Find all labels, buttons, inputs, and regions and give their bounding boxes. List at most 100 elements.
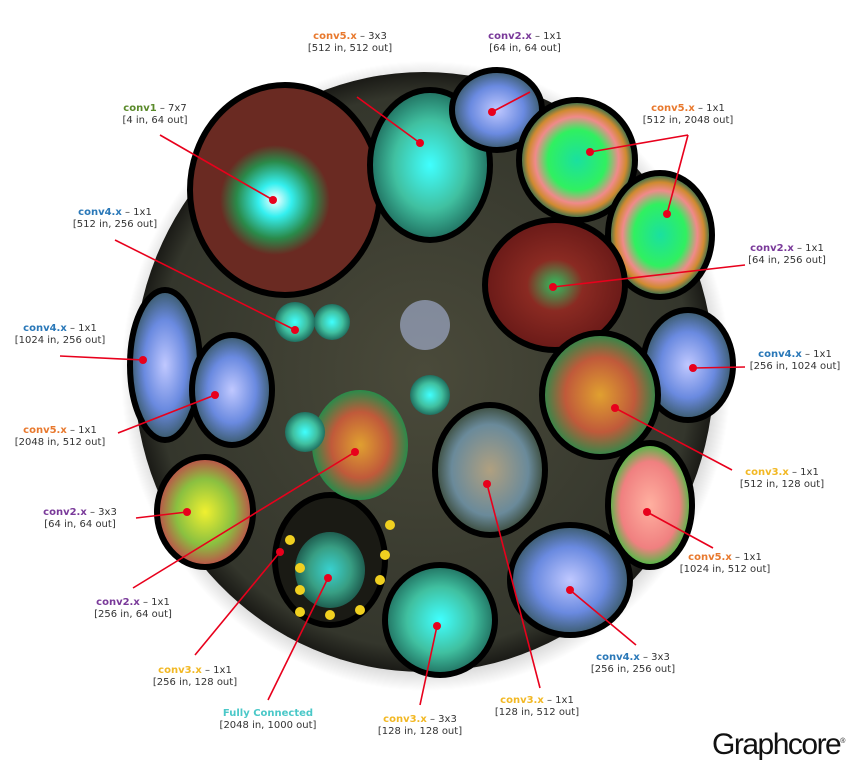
conv2-3x3-block: [154, 454, 256, 570]
layer-name: conv5.x: [23, 425, 67, 436]
kernel-size: 3x3: [438, 714, 457, 725]
channel-spec: [512 in, 128 out]: [739, 479, 825, 490]
layer-name: conv2.x: [750, 243, 794, 254]
separator: –: [793, 243, 806, 254]
channel-spec: [512 in, 256 out]: [72, 219, 158, 230]
kernel-size: 1x1: [78, 425, 97, 436]
kernel-size: 1x1: [213, 665, 232, 676]
layer-name: conv4.x: [596, 652, 640, 663]
layer-name: conv4.x: [758, 349, 802, 360]
kernel-size: 1x1: [706, 103, 725, 114]
channel-spec: [2048 in, 512 out]: [14, 437, 106, 448]
layer-name: conv3.x: [383, 714, 427, 725]
separator: –: [426, 714, 439, 725]
separator: –: [639, 652, 652, 663]
kernel-size: 3x3: [368, 31, 387, 42]
pointer-lines: [59, 91, 746, 706]
label-conv3-1x1-256-128: conv3.x – 1x1 [256 in, 128 out]: [153, 665, 237, 689]
channel-spec: [1024 in, 256 out]: [14, 335, 106, 346]
layer-name: Fully Connected: [222, 708, 314, 719]
layer-name: conv1: [123, 103, 157, 114]
separator: –: [788, 467, 801, 478]
separator: –: [156, 103, 169, 114]
layer-name: conv2.x: [488, 31, 532, 42]
kernel-size: 1x1: [813, 349, 832, 360]
label-conv2-1x1-64-64: conv2.x – 1x1 [64 in, 64 out]: [488, 31, 562, 55]
channel-spec: [512 in, 2048 out]: [642, 115, 734, 126]
channel-spec: [64 in, 64 out]: [44, 519, 116, 530]
conv4-512-256-block: [275, 302, 315, 342]
separator: –: [531, 31, 544, 42]
channel-spec: [2048 in, 1000 out]: [219, 720, 317, 731]
graphcore-logo: Graphcore®: [712, 728, 845, 762]
logo-text: Graphcore: [712, 728, 842, 761]
separator: –: [356, 31, 369, 42]
channel-spec: [256 in, 256 out]: [590, 664, 676, 675]
layer-name: conv3.x: [745, 467, 789, 478]
layer-name: conv2.x: [43, 507, 87, 518]
label-conv5-3x3: conv5.x – 3x3 [512 in, 512 out]: [308, 31, 392, 55]
layer-name: conv3.x: [500, 695, 544, 706]
conv3-512-128-block: [539, 330, 661, 460]
kernel-size: 1x1: [78, 323, 97, 334]
conv4-3x3-block: [507, 522, 633, 638]
layer-name: conv4.x: [78, 207, 122, 218]
channel-spec: [256 in, 128 out]: [152, 677, 238, 688]
channel-spec: [1024 in, 512 out]: [679, 564, 771, 575]
channel-spec: [256 in, 1024 out]: [749, 361, 841, 372]
separator: –: [543, 695, 556, 706]
separator: –: [66, 323, 79, 334]
layer-name: conv5.x: [688, 552, 732, 563]
kernel-size: 1x1: [151, 597, 170, 608]
conv4-1024-256-block: [127, 287, 203, 443]
label-conv3-1x1-128-512: conv3.x – 1x1 [128 in, 512 out]: [495, 695, 579, 719]
kernel-size: 7x7: [168, 103, 187, 114]
separator: –: [201, 665, 214, 676]
label-conv2-1x1-64-256: conv2.x – 1x1 [64 in, 256 out]: [748, 243, 826, 267]
layer-name: conv5.x: [313, 31, 357, 42]
separator: –: [86, 507, 99, 518]
conv5-1024-512-block: [605, 440, 695, 570]
kernel-size: 3x3: [651, 652, 670, 663]
conv2-256-64-block: [312, 390, 408, 500]
separator: –: [801, 349, 814, 360]
conv5-1x1-block-b: [605, 170, 715, 300]
separator: –: [139, 597, 152, 608]
kernel-size: 1x1: [800, 467, 819, 478]
conv5-2048-512-block: [189, 332, 275, 448]
label-conv5-1x1-2048-512: conv5.x – 1x1 [2048 in, 512 out]: [15, 425, 106, 449]
kernel-size: 1x1: [805, 243, 824, 254]
label-conv2-1x1-256-64: conv2.x – 1x1 [256 in, 64 out]: [94, 597, 172, 621]
separator: –: [731, 552, 744, 563]
label-conv3-3x3: conv3.x – 3x3 [128 in, 128 out]: [378, 714, 462, 738]
label-conv5-1x1-512-2048: conv5.x – 1x1 [512 in, 2048 out]: [643, 103, 734, 127]
label-conv4-1x1-1024-256: conv4.x – 1x1 [1024 in, 256 out]: [15, 323, 106, 347]
layer-name: conv2.x: [96, 597, 140, 608]
conv3-3x3-block: [382, 562, 498, 678]
label-conv4-1x1-512-256: conv4.x – 1x1 [512 in, 256 out]: [73, 207, 157, 231]
kernel-size: 1x1: [743, 552, 762, 563]
label-conv4-3x3: conv4.x – 3x3 [256 in, 256 out]: [591, 652, 675, 676]
separator: –: [121, 207, 134, 218]
channel-spec: [128 in, 512 out]: [494, 707, 580, 718]
kernel-size: 1x1: [555, 695, 574, 706]
separator: –: [694, 103, 707, 114]
kernel-size: 1x1: [543, 31, 562, 42]
channel-spec: [256 in, 64 out]: [94, 609, 172, 620]
channel-spec: [512 in, 512 out]: [307, 43, 393, 54]
logo-registered-mark: ®: [840, 738, 845, 745]
layer-name: conv5.x: [651, 103, 695, 114]
label-conv2-3x3: conv2.x – 3x3 [64 in, 64 out]: [43, 507, 117, 531]
pointer-dots: [139, 108, 697, 630]
channel-spec: [4 in, 64 out]: [122, 115, 188, 126]
label-conv3-1x1-512-128: conv3.x – 1x1 [512 in, 128 out]: [740, 467, 824, 491]
conv3-128-512-block: [432, 402, 548, 538]
layer-name: conv3.x: [158, 665, 202, 676]
kernel-size: 1x1: [133, 207, 152, 218]
channel-spec: [64 in, 256 out]: [748, 255, 826, 266]
label-conv5-1x1-1024-512: conv5.x – 1x1 [1024 in, 512 out]: [680, 552, 771, 576]
kernel-size: 3x3: [98, 507, 117, 518]
label-conv4-1x1-256-1024: conv4.x – 1x1 [256 in, 1024 out]: [750, 349, 841, 373]
layer-name: conv4.x: [23, 323, 67, 334]
